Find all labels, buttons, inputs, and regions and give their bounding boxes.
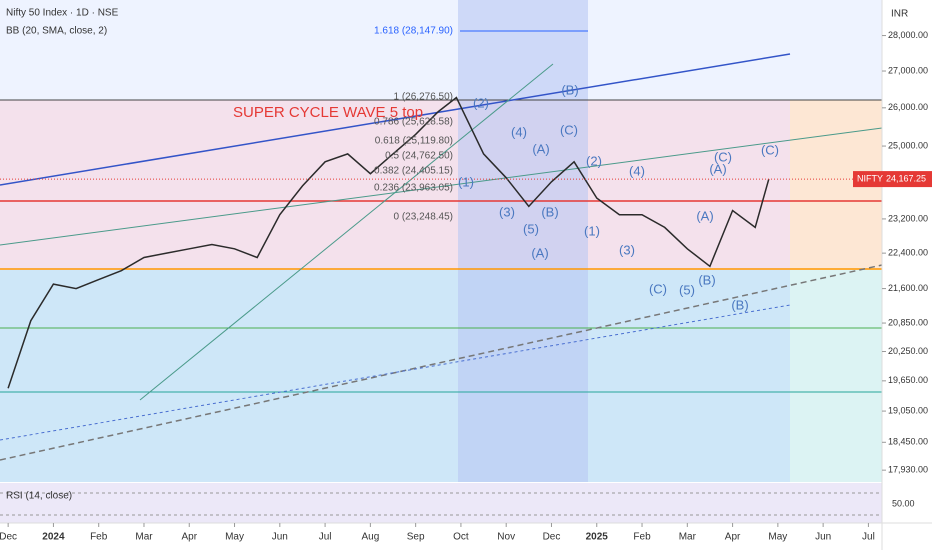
y-tick-label: 18,450.00 (888, 437, 928, 447)
y-tick-label: 20,850.00 (888, 317, 928, 327)
x-tick-label: May (225, 532, 244, 543)
y-tick-label: 28,000.00 (888, 30, 928, 40)
annotation: (A) (696, 208, 713, 223)
y-tick-label: 22,400.00 (888, 248, 928, 258)
annotation: 0.786 (25,628.58) (374, 117, 453, 128)
annotation: (C) (761, 142, 779, 157)
y-tick-label: 21,600.00 (888, 283, 928, 293)
y-tick-label: 26,000.00 (888, 102, 928, 112)
annotation: 0.5 (24,762.50) (385, 151, 453, 162)
x-tick-label: Mar (135, 532, 153, 543)
annotation: (A) (532, 141, 549, 156)
y-tick-label: 19,050.00 (888, 405, 928, 415)
annotation: (B) (541, 204, 558, 219)
price-line (7, 96, 770, 389)
annotation: (5) (523, 221, 539, 236)
x-tick-label: Feb (633, 532, 651, 543)
annotation: (B) (698, 272, 715, 287)
annotation: 0.382 (24,405.15) (374, 166, 453, 177)
annotation: 1.618 (28,147.90) (374, 26, 453, 37)
annotation: 1 (26,276.50) (394, 92, 454, 103)
indicator-label: BB (20, SMA, close, 2) (6, 26, 107, 37)
annotation: 0.236 (23,963.05) (374, 183, 453, 194)
rsi-label: RSI (14, close) (6, 491, 72, 502)
x-tick-label: Apr (181, 532, 197, 543)
annotation: (2) (586, 153, 602, 168)
y-tick-label: 23,200.00 (888, 213, 928, 223)
y-tick-label: 19,650.00 (888, 375, 928, 385)
annotation: (3) (499, 204, 515, 219)
annotation: (2) (473, 95, 489, 110)
x-tick-label: Sep (407, 532, 425, 543)
annotation: (4) (629, 163, 645, 178)
y-tick-label: 27,000.00 (888, 65, 928, 75)
x-tick-label: Nov (497, 532, 515, 543)
currency-label: INR (891, 9, 908, 20)
annotation: (B) (561, 82, 578, 97)
zone-blue (0, 270, 790, 482)
x-tick-label: May (768, 532, 787, 543)
annotation: (B) (731, 297, 748, 312)
x-tick-label: Jun (815, 532, 831, 543)
chart-title: Nifty 50 Index · 1D · NSE (6, 8, 119, 19)
annotation: 0.618 (25,119.80) (375, 136, 453, 147)
symbol-label: NIFTY (857, 173, 883, 183)
rsi-panel (0, 483, 882, 523)
annotation: (1) (458, 174, 474, 189)
annotation: (A) (531, 245, 548, 260)
price-tag-label: 24,167.25 (886, 173, 926, 183)
annotation: (A) (709, 161, 726, 176)
x-tick-label: Apr (725, 532, 741, 543)
y-tick-label: 17,930.00 (888, 465, 928, 475)
annotation: 0 (23,248.45) (394, 212, 454, 223)
x-tick-label: Dec (543, 532, 561, 543)
y-tick-label: 25,000.00 (888, 140, 928, 150)
annotation: (4) (511, 124, 527, 139)
x-tick-label: 2024 (42, 532, 65, 543)
trend-line (0, 53, 791, 186)
zone-pink (0, 100, 882, 270)
annotation: SUPER CYCLE WAVE 5 top (233, 104, 423, 121)
x-tick-label: 2025 (586, 532, 609, 543)
y-tick-label: 20,250.00 (888, 346, 928, 356)
x-tick-label: Feb (90, 532, 108, 543)
zone-fib (458, 0, 588, 482)
x-tick-label: Mar (679, 532, 697, 543)
rsi-tick-label: 50.00 (892, 498, 915, 508)
x-tick-label: Jul (862, 532, 875, 543)
annotation: (5) (679, 282, 695, 297)
zone-teal (790, 270, 882, 482)
x-tick-label: Aug (361, 532, 379, 543)
x-tick-label: Oct (453, 532, 469, 543)
x-tick-label: Jun (272, 532, 288, 543)
trend-line (0, 127, 883, 246)
annotation: (3) (619, 242, 635, 257)
trend-line (0, 304, 791, 441)
annotation: (C) (714, 149, 732, 164)
trend-line (139, 63, 554, 401)
annotation: (C) (649, 281, 667, 296)
price-tag (883, 171, 932, 188)
trend-line (0, 264, 883, 461)
annotation: (C) (560, 122, 578, 137)
symbol-tag (853, 171, 883, 188)
x-tick-label: Jul (319, 532, 332, 543)
annotation: (1) (584, 223, 600, 238)
x-tick-label: Dec (0, 532, 17, 543)
